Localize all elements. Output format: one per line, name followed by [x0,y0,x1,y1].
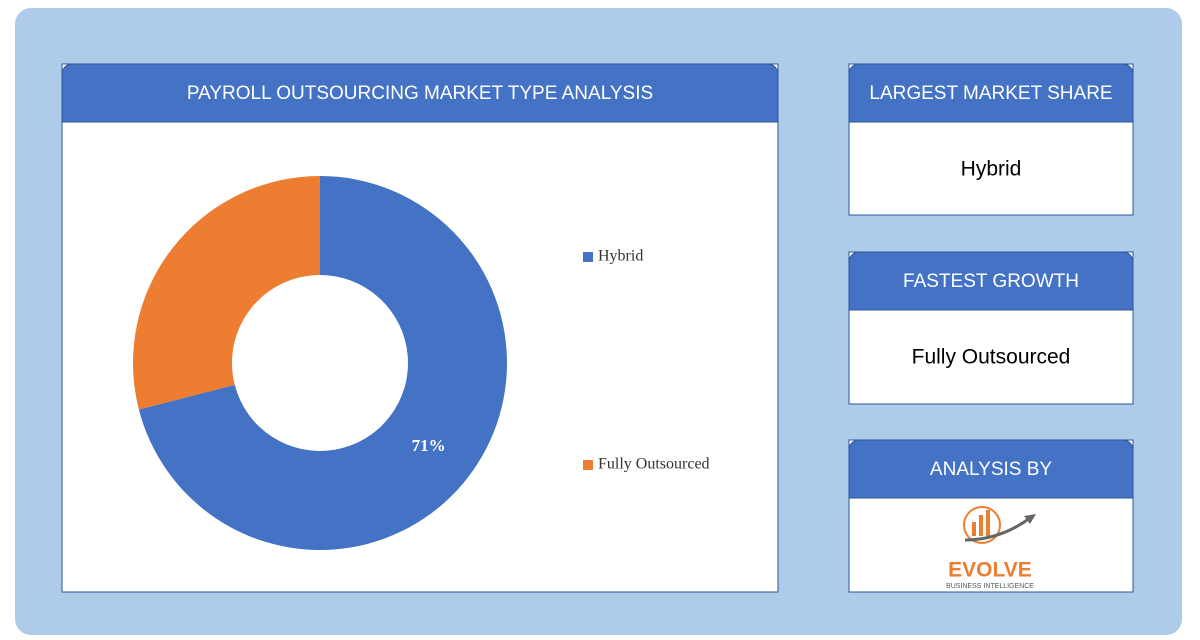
chart-header [61,63,779,123]
logo-tagline: BUSINESS INTELLIGENCE [946,583,1034,590]
logo-icon [963,506,1036,544]
legend-swatch [583,252,593,262]
panel-title: ANALYSIS BY [930,459,1052,480]
panel-value: Hybrid [961,158,1022,181]
donut-slice [138,176,508,550]
panel-analysis: ANALYSIS BY EVOLVE BUSINESS INTELLIGENCE [848,439,1134,593]
legend-label: Hybrid [598,248,643,265]
panel-header [848,251,1134,311]
donut-slice [133,176,320,410]
panel-header [848,63,1134,123]
panel-fastest: FASTEST GROWTH Fully Outsourced [848,251,1134,405]
panel-largest: LARGEST MARKET SHARE Hybrid [848,63,1134,216]
legend-swatch [583,460,593,470]
legend-label: Fully Outsourced [598,456,710,473]
data-label: 71% [412,436,446,455]
panel-header [848,439,1134,499]
panel-title: LARGEST MARKET SHARE [869,83,1112,104]
chart-title: PAYROLL OUTSOURCING MARKET TYPE ANALYSIS [187,83,653,104]
panel-title: FASTEST GROWTH [903,271,1079,292]
logo-name: EVOLVE [948,559,1032,582]
panel-value: Fully Outsourced [912,346,1071,369]
